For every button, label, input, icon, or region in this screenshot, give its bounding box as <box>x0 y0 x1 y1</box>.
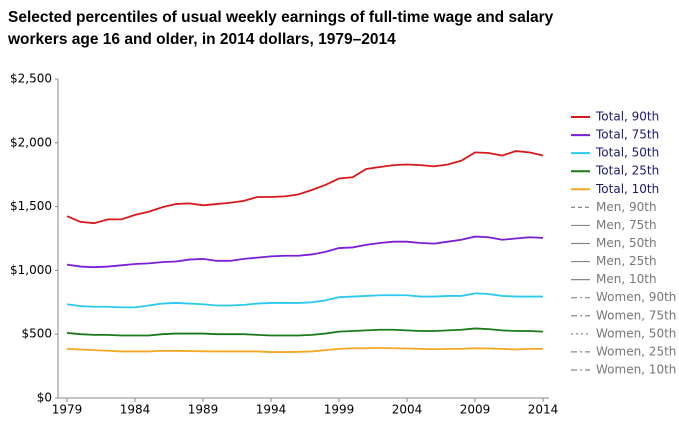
legend-label: Total, 25th <box>595 164 659 178</box>
series-line <box>66 150 544 225</box>
legend-label: Women, 25th <box>596 344 676 358</box>
legend-label: Men, 90th <box>596 200 657 214</box>
legend-label: Men, 50th <box>596 236 657 250</box>
y-tick-label: $1,000 <box>10 263 52 277</box>
x-tick-label: 1989 <box>188 403 219 417</box>
x-tick-label: 2009 <box>460 403 491 417</box>
series-line <box>66 327 544 337</box>
x-tick-label: 1984 <box>120 403 151 417</box>
legend-label: Women, 10th <box>596 362 676 376</box>
legend-label: Men, 25th <box>596 254 657 268</box>
series-line <box>66 292 543 309</box>
chart-title: workers age 16 and older, in 2014 dollar… <box>7 31 396 48</box>
y-tick-label: $1,500 <box>10 199 52 213</box>
legend-label: Total, 10th <box>595 182 659 196</box>
x-tick-label: 1999 <box>324 403 355 417</box>
y-tick-label: $2,500 <box>10 72 52 86</box>
legend-label: Men, 75th <box>596 218 657 232</box>
x-tick-label: 1994 <box>256 403 287 417</box>
x-tick-label: 2004 <box>392 403 423 417</box>
series-line <box>66 235 544 269</box>
x-tick-label: 1979 <box>52 403 83 417</box>
series-line <box>66 347 543 353</box>
legend-label: Men, 10th <box>596 272 657 286</box>
legend-label: Total, 90th <box>595 110 659 124</box>
legend-label: Women, 75th <box>596 308 676 322</box>
legend-label: Total, 75th <box>595 128 659 142</box>
x-tick-label: 2014 <box>528 403 559 417</box>
legend-label: Women, 50th <box>596 326 676 340</box>
y-tick-label: $0 <box>37 391 52 405</box>
chart-title: Selected percentiles of usual weekly ear… <box>8 9 554 26</box>
y-tick-label: $500 <box>21 327 52 341</box>
y-tick-label: $2,000 <box>10 135 52 149</box>
legend-label: Total, 50th <box>595 146 659 160</box>
legend-label: Women, 90th <box>596 290 676 304</box>
